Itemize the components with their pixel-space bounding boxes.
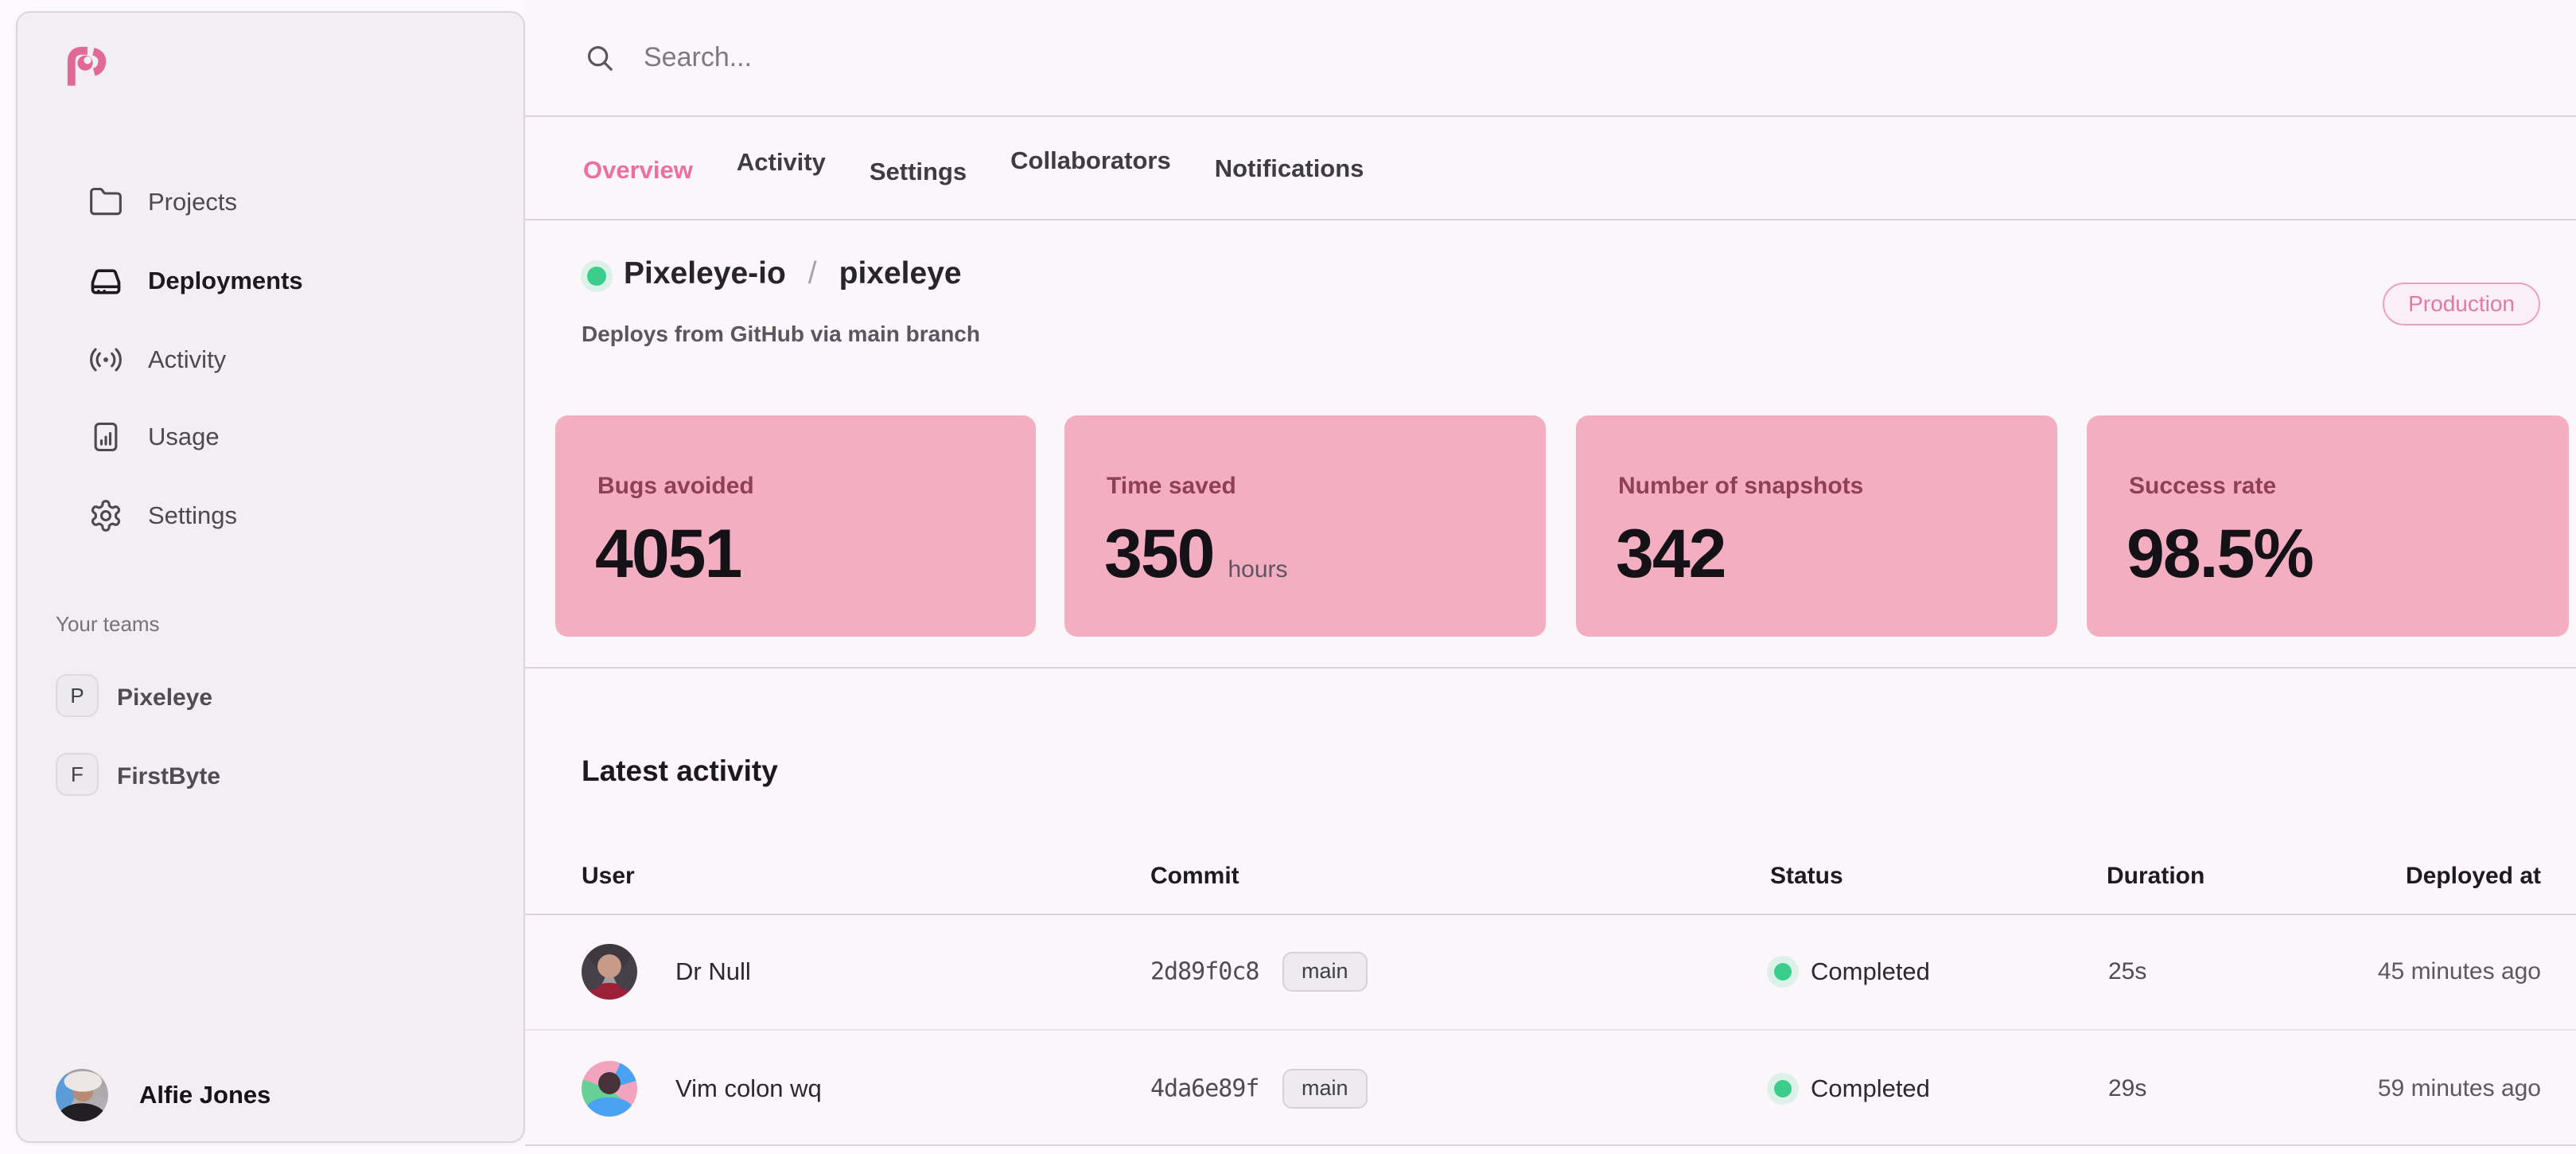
- tab-collaborators[interactable]: Collaborators: [1010, 146, 1171, 174]
- column-header-duration: Duration: [2107, 863, 2205, 889]
- team-avatar: F: [56, 753, 99, 796]
- team-name: Pixeleye: [117, 684, 213, 711]
- divider: [525, 914, 2576, 915]
- hard-drive-icon: [88, 263, 123, 298]
- stat-label: Time saved: [1107, 473, 1236, 499]
- radio-waves-icon: [88, 342, 123, 377]
- row-user-name: Vim colon wq: [675, 1074, 822, 1102]
- sidebar-item-label: Deployments: [148, 267, 303, 294]
- table-row[interactable]: Dr Null 2d89f0c8 main Completed 25s 45 m…: [525, 914, 2576, 1029]
- environment-badge: Production: [2383, 283, 2540, 326]
- column-header-status: Status: [1770, 863, 1843, 889]
- breadcrumb-separator: /: [807, 256, 817, 290]
- sidebar-item-activity[interactable]: Activity: [18, 334, 523, 385]
- row-divider: [525, 1029, 2576, 1031]
- project-description: Deploys from GitHub via main branch: [582, 322, 980, 346]
- latest-activity-title: Latest activity: [582, 754, 778, 787]
- sidebar-item-settings[interactable]: Settings: [18, 490, 523, 541]
- row-user-name: Dr Null: [675, 957, 751, 985]
- column-header-commit: Commit: [1150, 863, 1239, 889]
- stat-card-snapshots: Number of snapshots 342: [1576, 415, 2057, 637]
- bar-chart-icon: [88, 419, 123, 454]
- user-name: Alfie Jones: [139, 1081, 271, 1109]
- topbar: [525, 0, 2576, 115]
- stat-label: Number of snapshots: [1618, 473, 1864, 499]
- teams-section-label: Your teams: [56, 612, 160, 636]
- deployed-at: 45 minutes ago: [2377, 957, 2541, 984]
- tab-activity[interactable]: Activity: [736, 148, 826, 176]
- stat-value: 350: [1104, 516, 1215, 592]
- stat-label: Success rate: [2129, 473, 2277, 499]
- tab-notifications[interactable]: Notifications: [1214, 154, 1364, 182]
- search-input[interactable]: [642, 41, 1361, 74]
- column-header-user: User: [582, 863, 635, 889]
- sidebar-team-pixeleye[interactable]: P Pixeleye: [18, 674, 523, 722]
- folder-icon: [88, 185, 123, 220]
- main-content: Overview Activity Settings Collaborators…: [525, 0, 2576, 1146]
- status-label: Completed: [1811, 957, 1930, 985]
- avatar: [56, 1069, 108, 1121]
- stat-value: 342: [1616, 516, 1726, 592]
- sidebar-item-deployments[interactable]: Deployments: [18, 255, 523, 306]
- stat-value: 98.5%: [2127, 516, 2314, 592]
- project-tabs: Overview Activity Settings Collaborators…: [525, 117, 2576, 219]
- project-org[interactable]: Pixeleye-io: [624, 256, 786, 290]
- divider: [525, 115, 2576, 117]
- sidebar-item-label: Activity: [148, 345, 227, 373]
- duration: 25s: [2108, 957, 2147, 984]
- sidebar-item-label: Projects: [148, 188, 237, 216]
- stat-card-bugs-avoided: Bugs avoided 4051: [555, 415, 1036, 637]
- stat-card-success-rate: Success rate 98.5%: [2087, 415, 2569, 637]
- avatar: [582, 943, 637, 1000]
- search-icon: [585, 43, 615, 73]
- sidebar: Projects Deployments Activity: [16, 11, 525, 1143]
- status-label: Completed: [1811, 1074, 1930, 1102]
- commit-hash: 2d89f0c8: [1150, 957, 1259, 985]
- status-dot: [1767, 955, 1799, 988]
- table-row[interactable]: Vim colon wq 4da6e89f main Completed 29s…: [525, 1031, 2576, 1146]
- status-dot: [1767, 1072, 1799, 1105]
- duration: 29s: [2108, 1074, 2147, 1101]
- project-breadcrumb: Pixeleye-io / pixeleye: [624, 256, 962, 291]
- commit-hash: 4da6e89f: [1150, 1074, 1259, 1102]
- divider: [525, 1144, 2576, 1146]
- project-name[interactable]: pixeleye: [839, 256, 962, 290]
- gear-icon: [88, 498, 123, 533]
- pixeleye-logo-icon[interactable]: [64, 43, 108, 88]
- sidebar-item-usage[interactable]: Usage: [18, 411, 523, 462]
- project-status-dot: [581, 260, 613, 292]
- current-user-menu[interactable]: Alfie Jones: [18, 1058, 523, 1133]
- avatar: [582, 1060, 637, 1117]
- sidebar-team-firstbyte[interactable]: F FirstByte: [18, 753, 523, 801]
- stat-unit: hours: [1228, 556, 1288, 583]
- branch-chip: main: [1282, 951, 1368, 992]
- deployed-at: 59 minutes ago: [2377, 1074, 2541, 1101]
- tab-overview[interactable]: Overview: [583, 156, 693, 184]
- sidebar-item-label: Usage: [148, 423, 220, 450]
- branch-chip: main: [1282, 1068, 1368, 1109]
- stat-card-time-saved: Time saved 350 hours: [1064, 415, 1546, 637]
- team-name: FirstByte: [117, 763, 221, 789]
- sidebar-item-projects[interactable]: Projects: [18, 177, 523, 228]
- sidebar-item-label: Settings: [148, 501, 238, 529]
- stat-value: 4051: [595, 516, 742, 592]
- divider: [525, 667, 2576, 669]
- divider: [525, 219, 2576, 220]
- stat-label: Bugs avoided: [597, 473, 754, 499]
- column-header-deployed-at: Deployed at: [2405, 863, 2541, 889]
- team-avatar: P: [56, 674, 99, 717]
- tab-settings[interactable]: Settings: [869, 158, 967, 185]
